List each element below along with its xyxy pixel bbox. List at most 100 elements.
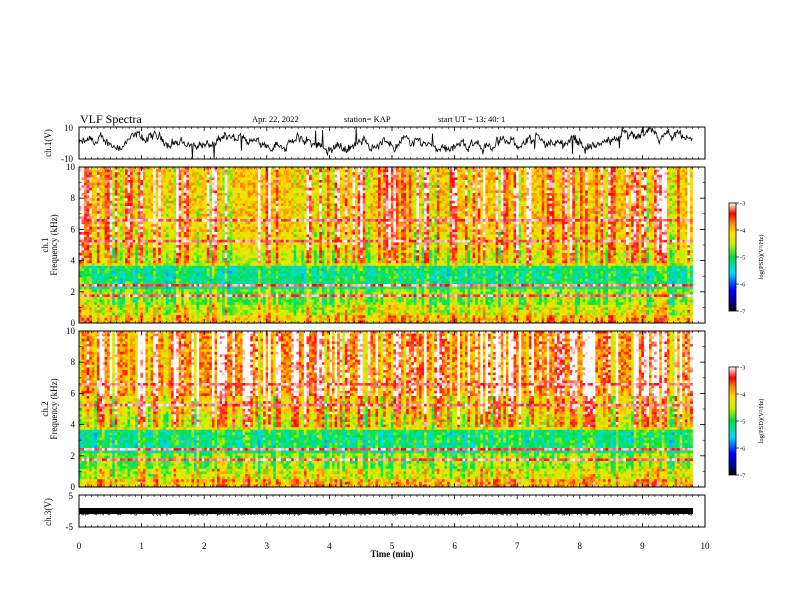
spectrogram-cell: [255, 242, 258, 245]
spectrogram-cell: [258, 198, 261, 201]
spectrogram-cell: [217, 219, 220, 222]
spectrogram-cell: [105, 300, 108, 303]
spectrogram-cell: [197, 235, 200, 238]
spectrogram-cell: [94, 297, 97, 300]
spectrogram-cell: [227, 206, 230, 209]
spectrogram-cell: [148, 274, 151, 277]
spectrogram-cell: [286, 172, 289, 175]
spectrogram-cell: [171, 300, 174, 303]
spectrogram-cell: [271, 183, 274, 186]
spectrogram-cell: [174, 255, 177, 258]
spectrogram-cell: [138, 245, 141, 248]
spectrogram-cell: [230, 190, 233, 193]
spectrogram-cell: [276, 294, 279, 297]
spectrogram-cell: [273, 227, 276, 230]
spectrogram-cell: [271, 227, 274, 230]
spectrogram-cell: [286, 224, 289, 227]
spectrogram-cell: [107, 240, 110, 243]
spectrogram-cell: [207, 248, 210, 251]
spectrogram-cell: [145, 313, 148, 316]
spectrogram-cell: [176, 266, 179, 269]
spectrogram-cell: [235, 284, 238, 287]
spectrogram-cell: [225, 193, 228, 196]
spectrogram-cell: [84, 198, 87, 201]
spectrogram-cell: [189, 271, 192, 274]
spectrogram-cell: [258, 255, 261, 258]
spectrogram-cell: [248, 289, 251, 292]
spectrogram-cell: [151, 175, 154, 178]
spectrogram-cell: [163, 175, 166, 178]
spectrogram-cell: [110, 276, 113, 279]
spectrogram-cell: [112, 211, 115, 214]
spectrogram-cell: [286, 315, 289, 318]
spectrogram-cell: [186, 266, 189, 269]
spectrogram-cell: [220, 318, 223, 321]
spectrogram-cell: [232, 263, 235, 266]
spectrogram-cell: [222, 287, 225, 290]
spectrogram-cell: [174, 242, 177, 245]
spectrogram-cell: [202, 250, 205, 253]
spectrogram-cell: [148, 307, 151, 310]
spectrogram-cell: [186, 196, 189, 199]
spectrogram-cell: [212, 240, 215, 243]
spectrogram-cell: [158, 287, 161, 290]
spectrogram-cell: [158, 242, 161, 245]
spectrogram-cell: [138, 196, 141, 199]
spectrogram-cell: [273, 242, 276, 245]
spectrogram-cell: [179, 170, 182, 173]
spectrogram-cell: [191, 287, 194, 290]
spectrogram-cell: [207, 232, 210, 235]
spectrogram-cell: [94, 209, 97, 212]
spectrogram-cell: [278, 261, 281, 264]
spectrogram-cell: [276, 214, 279, 217]
spectrogram-cell: [248, 214, 251, 217]
spectrogram-cell: [130, 292, 133, 295]
spectrogram-cell: [115, 276, 118, 279]
spectrogram-cell: [158, 190, 161, 193]
spectrogram-cell: [253, 279, 256, 282]
spectrogram-cell: [82, 305, 85, 308]
spectrogram-cell: [227, 302, 230, 305]
spectrogram-cell: [235, 287, 238, 290]
spectrogram-cell: [273, 214, 276, 217]
spectrogram-cell: [145, 297, 148, 300]
spectrogram-cell: [217, 190, 220, 193]
spectrogram-cell: [148, 206, 151, 209]
spectrogram-cell: [276, 279, 279, 282]
spectrogram-cell: [212, 276, 215, 279]
spectrogram-cell: [245, 289, 248, 292]
spectrogram-cell: [148, 198, 151, 201]
spectrogram-cell: [276, 193, 279, 196]
spectrogram-cell: [174, 281, 177, 284]
spectrogram-cell: [166, 222, 169, 225]
spectrogram-cell: [276, 248, 279, 251]
spectrogram-cell: [220, 250, 223, 253]
spectrogram-cell: [128, 177, 131, 180]
spectrogram-cell: [143, 237, 146, 240]
spectrogram-cell: [140, 248, 143, 251]
spectrogram-cell: [278, 206, 281, 209]
spectrogram-cell: [209, 274, 212, 277]
spectrogram-cell: [92, 237, 95, 240]
spectrogram-cell: [271, 315, 274, 318]
spectrogram-cell: [163, 190, 166, 193]
spectrogram-cell: [191, 170, 194, 173]
spectrogram-cell: [179, 214, 182, 217]
spectrogram-cell: [112, 188, 115, 191]
spectrogram-cell: [99, 183, 102, 186]
spectrogram-cell: [230, 242, 233, 245]
spectrogram-cell: [253, 268, 256, 271]
spectrogram-cell: [171, 183, 174, 186]
spectrogram-cell: [122, 172, 125, 175]
spectrogram-cell: [250, 292, 253, 295]
spectrogram-cell: [151, 219, 154, 222]
spectrogram-cell: [128, 253, 131, 256]
spectrogram-cell: [143, 242, 146, 245]
spectrogram-cell: [92, 242, 95, 245]
spectrogram-cell: [112, 201, 115, 204]
spectrogram-cell: [186, 242, 189, 245]
spectrogram-cell: [171, 229, 174, 232]
spectrogram-cell: [227, 250, 230, 253]
spectrogram-cell: [153, 214, 156, 217]
spectrogram-cell: [227, 289, 230, 292]
